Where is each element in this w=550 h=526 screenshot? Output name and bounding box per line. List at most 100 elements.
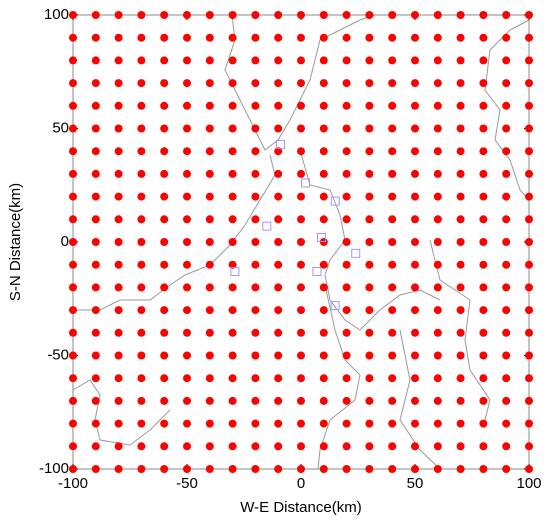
grid-point bbox=[251, 169, 260, 178]
grid-point bbox=[251, 351, 260, 360]
grid-point bbox=[433, 465, 442, 473]
grid-point bbox=[69, 238, 77, 246]
grid-point bbox=[319, 169, 328, 178]
station-marker bbox=[312, 267, 322, 277]
grid-point bbox=[114, 351, 123, 360]
grid-point bbox=[456, 79, 465, 88]
x-tick-label: -50 bbox=[176, 475, 198, 492]
grid-point bbox=[411, 192, 419, 201]
grid-point bbox=[456, 442, 465, 451]
grid-point bbox=[137, 192, 146, 201]
grid-point bbox=[160, 192, 169, 201]
grid-point bbox=[274, 124, 283, 133]
grid-point bbox=[365, 465, 374, 473]
grid-point bbox=[365, 306, 374, 315]
grid-point bbox=[479, 260, 488, 269]
grid-point bbox=[160, 465, 169, 473]
station-marker bbox=[301, 178, 311, 188]
grid-point bbox=[114, 442, 123, 451]
grid-point bbox=[525, 328, 533, 337]
grid-point bbox=[251, 192, 260, 201]
grid-point bbox=[251, 33, 260, 42]
grid-point bbox=[160, 442, 169, 451]
grid-point bbox=[114, 192, 123, 201]
grid-point bbox=[205, 396, 214, 405]
grid-point bbox=[342, 238, 351, 246]
grid-point bbox=[274, 101, 283, 110]
grid-point bbox=[456, 238, 465, 246]
grid-point bbox=[91, 169, 100, 178]
grid-point bbox=[137, 101, 146, 110]
grid-point bbox=[137, 283, 146, 292]
y-tick-label: 50 bbox=[52, 119, 69, 136]
station-marker bbox=[275, 139, 285, 149]
grid-point bbox=[456, 124, 465, 133]
grid-point bbox=[319, 419, 328, 428]
grid-point bbox=[456, 169, 465, 178]
grid-point bbox=[114, 283, 123, 292]
grid-point bbox=[91, 442, 100, 451]
grid-point bbox=[411, 419, 419, 428]
grid-point bbox=[251, 283, 260, 292]
grid-point bbox=[365, 11, 374, 19]
grid-point bbox=[342, 419, 351, 428]
grid-point bbox=[479, 328, 488, 337]
grid-point bbox=[365, 283, 374, 292]
grid-point bbox=[411, 306, 419, 315]
grid-point bbox=[433, 215, 442, 224]
grid-point bbox=[342, 147, 351, 156]
grid-point bbox=[137, 79, 146, 88]
grid-point bbox=[183, 283, 191, 292]
grid-point bbox=[228, 124, 237, 133]
grid-point bbox=[91, 238, 100, 246]
station-marker bbox=[317, 232, 327, 242]
grid-point bbox=[502, 11, 511, 19]
grid-point bbox=[160, 238, 169, 246]
grid-point bbox=[525, 11, 533, 19]
grid-point bbox=[411, 238, 419, 246]
grid-point bbox=[365, 147, 374, 156]
grid-point bbox=[433, 351, 442, 360]
grid-point bbox=[456, 147, 465, 156]
grid-point bbox=[388, 351, 397, 360]
grid-point bbox=[91, 283, 100, 292]
grid-point bbox=[319, 124, 328, 133]
grid-point bbox=[228, 56, 237, 65]
grid-point bbox=[69, 33, 77, 42]
grid-point bbox=[502, 192, 511, 201]
grid-point bbox=[297, 169, 305, 178]
grid-point bbox=[251, 215, 260, 224]
grid-point bbox=[114, 79, 123, 88]
grid-point bbox=[137, 306, 146, 315]
grid-point bbox=[114, 215, 123, 224]
grid-point bbox=[479, 11, 488, 19]
grid-point bbox=[137, 147, 146, 156]
grid-point bbox=[433, 33, 442, 42]
grid-point bbox=[228, 374, 237, 383]
grid-point bbox=[456, 260, 465, 269]
grid-point bbox=[274, 238, 283, 246]
grid-point bbox=[525, 374, 533, 383]
y-tick-label: 100 bbox=[44, 6, 69, 23]
grid-point bbox=[319, 192, 328, 201]
grid-point bbox=[274, 328, 283, 337]
grid-point bbox=[91, 56, 100, 65]
grid-point bbox=[433, 374, 442, 383]
boundary-line bbox=[72, 379, 171, 446]
grid-point bbox=[479, 442, 488, 451]
grid-point bbox=[502, 419, 511, 428]
grid-point bbox=[479, 465, 488, 473]
grid-point bbox=[69, 283, 77, 292]
grid-point bbox=[319, 11, 328, 19]
grid-point bbox=[479, 192, 488, 201]
grid-point bbox=[69, 215, 77, 224]
grid-point bbox=[525, 79, 533, 88]
grid-point bbox=[297, 374, 305, 383]
grid-point bbox=[388, 283, 397, 292]
grid-point bbox=[342, 351, 351, 360]
grid-point bbox=[274, 192, 283, 201]
grid-point bbox=[160, 33, 169, 42]
grid-point bbox=[114, 465, 123, 473]
grid-point bbox=[319, 147, 328, 156]
